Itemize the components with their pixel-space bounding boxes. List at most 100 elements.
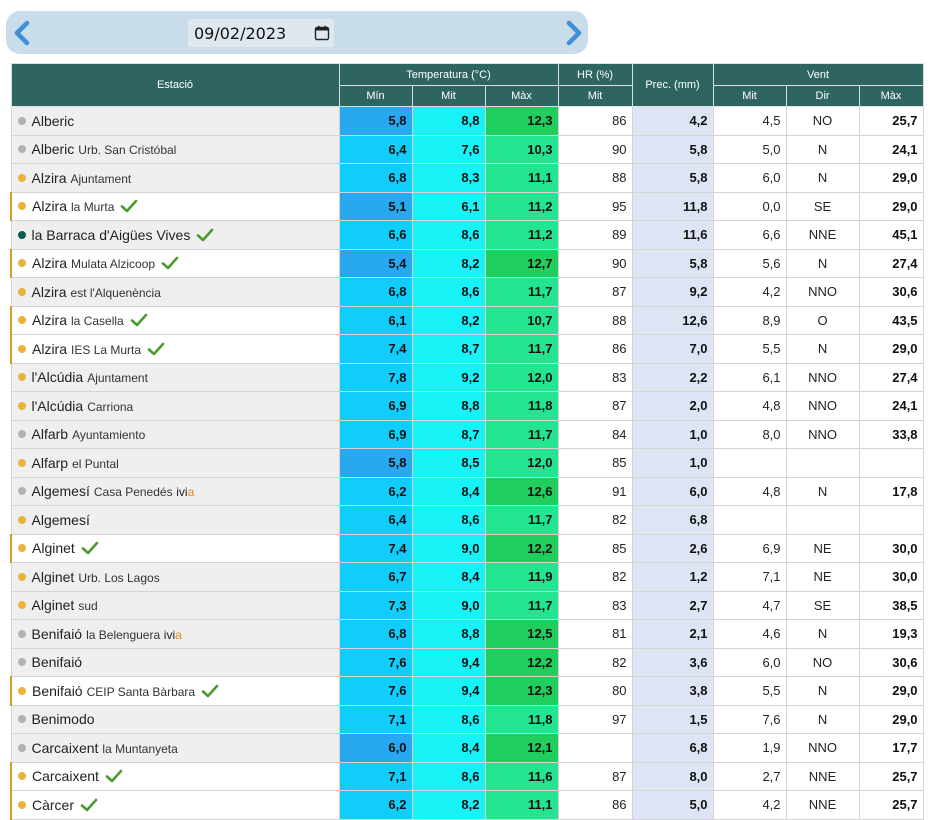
table-row[interactable]: Alberic 5,8 8,8 12,3 86 4,2 4,5 NO 25,7 bbox=[10, 106, 924, 136]
station-name[interactable]: Alzira bbox=[32, 340, 68, 357]
table-row[interactable]: Alginet Urb. Los Lagos 6,7 8,4 11,9 82 1,2 7,1 N… bbox=[10, 562, 924, 592]
table-row[interactable]: Alzira la Murta 5,1 6,1 11,2 95 11,8 0,0 SE 29,0 bbox=[10, 191, 924, 221]
station-name[interactable]: Carcaixent bbox=[32, 768, 99, 785]
table-row[interactable]: Alzira Ajuntament 6,8 8,3 11,1 88 5,8 6,0 N 29,0 bbox=[10, 163, 924, 193]
station-name[interactable]: Alginet bbox=[32, 540, 75, 557]
station-name[interactable]: Càrcer bbox=[32, 796, 75, 813]
station-name[interactable]: Carcaixent bbox=[31, 739, 99, 756]
station-name[interactable]: Alzira bbox=[31, 283, 67, 300]
station-cell[interactable]: Algemesí Casa Penedés ivia bbox=[10, 476, 340, 506]
col-header-temp-mit[interactable]: Mit bbox=[411, 85, 486, 107]
table-row[interactable]: Benifaió CEIP Santa Bàrbara 7,6 9,4 12,3 80 3,… bbox=[10, 676, 924, 706]
station-cell[interactable]: l'Alcúdia Ajuntament bbox=[10, 362, 340, 392]
table-row[interactable]: la Barraca d'Aigües Vives 6,6 8,6 11,2 89 11,… bbox=[10, 220, 924, 250]
date-input[interactable]: 09/02/2023 bbox=[188, 19, 334, 47]
table-row[interactable]: Carcaixent la Muntanyeta 6,0 8,4 12,1 6,8 1,9 N… bbox=[10, 733, 924, 763]
table-row[interactable]: Alfarp el Puntal 5,8 8,5 12,0 85 1,0 bbox=[10, 448, 924, 478]
station-name[interactable]: Alzira bbox=[32, 312, 68, 329]
table-row[interactable]: Benifaió la Belenguera ivia 6,8 8,8 12,5 81 2,… bbox=[10, 619, 924, 649]
station-cell[interactable]: Alginet Urb. Los Lagos bbox=[10, 562, 340, 592]
temp-max-cell: 11,8 bbox=[484, 391, 559, 421]
table-row[interactable]: l'Alcúdia Ajuntament 7,8 9,2 12,0 83 2,2 6,1 NNO… bbox=[10, 362, 924, 392]
station-cell[interactable]: Benifaió bbox=[10, 647, 340, 677]
station-cell[interactable]: Càrcer bbox=[10, 790, 340, 820]
table-row[interactable]: Algemesí 6,4 8,6 11,7 82 6,8 bbox=[10, 505, 924, 535]
table-row[interactable]: Alzira est l'Alquenència 6,8 8,6 11,7 87 9,2 4,… bbox=[10, 277, 924, 307]
table-row[interactable]: Alzira IES La Murta 7,4 8,7 11,7 86 7,0 5,5 N 29,… bbox=[10, 334, 924, 364]
col-header-station[interactable]: Estació bbox=[10, 63, 340, 107]
station-cell[interactable]: Benifaió la Belenguera ivia bbox=[10, 619, 340, 649]
station-name[interactable]: Alfarp bbox=[31, 454, 69, 471]
table-row[interactable]: Alginet sud 7,3 9,0 11,7 83 2,7 4,7 SE 38,5 bbox=[10, 590, 924, 620]
wind-max-cell: 24,1 bbox=[858, 134, 924, 164]
station-cell[interactable]: Alzira la Murta bbox=[10, 191, 340, 221]
table-row[interactable]: Algemesí Casa Penedés ivia 6,2 8,4 12,6 91 6,0… bbox=[10, 476, 924, 506]
table-row[interactable]: Alfarb Ayuntamiento 6,9 8,7 11,7 84 1,0 8,0 NNO 3… bbox=[10, 419, 924, 449]
station-name[interactable]: Alberic bbox=[31, 112, 75, 129]
col-group-hr: HR (%) bbox=[557, 63, 633, 86]
col-header-prec[interactable]: Prec. (mm) bbox=[631, 63, 714, 107]
table-row[interactable]: Benimodo 7,1 8,6 11,8 97 1,5 7,6 N 29,0 bbox=[10, 704, 924, 734]
station-name[interactable]: la Barraca d'Aigües Vives bbox=[31, 226, 191, 243]
station-name[interactable]: Alzira bbox=[32, 198, 68, 215]
station-name[interactable]: Alginet bbox=[31, 568, 75, 585]
col-header-vent-max[interactable]: Màx bbox=[858, 85, 924, 107]
station-name[interactable]: Benifaió bbox=[32, 682, 83, 699]
col-header-temp-min[interactable]: Mín bbox=[338, 85, 413, 107]
temp-mit-cell: 8,4 bbox=[411, 562, 486, 592]
table-row[interactable]: Càrcer 6,2 8,2 11,1 86 5,0 4,2 NNE 25,7 bbox=[10, 790, 924, 820]
col-header-vent-mit[interactable]: Mit bbox=[712, 85, 787, 107]
col-header-temp-max[interactable]: Màx bbox=[484, 85, 559, 107]
station-name[interactable]: Benimodo bbox=[31, 711, 95, 728]
col-header-vent-dir[interactable]: Dir bbox=[785, 85, 860, 107]
station-cell[interactable]: Alginet bbox=[10, 533, 340, 563]
chevron-right-icon[interactable] bbox=[560, 20, 586, 46]
table-row[interactable]: Alberic Urb. San Cristóbal 6,4 7,6 10,3 90 5,8… bbox=[10, 134, 924, 164]
table-row[interactable]: l'Alcúdia Carriona 6,9 8,8 11,8 87 2,0 4,8 NNO 24… bbox=[10, 391, 924, 421]
temp-max-cell: 11,1 bbox=[484, 790, 559, 820]
station-name[interactable]: Alfarb bbox=[31, 426, 69, 443]
table-row[interactable]: Alzira Mulata Alzicoop 5,4 8,2 12,7 90 5,8 5,6 N… bbox=[10, 248, 924, 278]
station-cell[interactable]: Alfarp el Puntal bbox=[10, 448, 340, 478]
station-cell[interactable]: Alfarb Ayuntamiento bbox=[10, 419, 340, 449]
temp-mit-cell: 9,4 bbox=[411, 676, 486, 706]
station-cell[interactable]: Carcaixent la Muntanyeta bbox=[10, 733, 340, 763]
table-row[interactable]: Benifaió 7,6 9,4 12,2 82 3,6 6,0 NO 30,6 bbox=[10, 647, 924, 677]
temp-max-cell: 12,3 bbox=[484, 676, 559, 706]
station-cell[interactable]: Benimodo bbox=[10, 704, 340, 734]
station-name[interactable]: Alginet bbox=[31, 597, 75, 614]
station-name[interactable]: Benifaió bbox=[31, 625, 83, 642]
station-cell[interactable]: Alzira Ajuntament bbox=[10, 163, 340, 193]
station-cell[interactable]: Alzira IES La Murta bbox=[10, 334, 340, 364]
table-row[interactable]: Alzira la Casella 6,1 8,2 10,7 88 12,6 8,9 O 43,5 bbox=[10, 305, 924, 335]
table-row[interactable]: Alginet 7,4 9,0 12,2 85 2,6 6,9 NE 30,0 bbox=[10, 533, 924, 563]
station-cell[interactable]: Carcaixent bbox=[10, 761, 340, 791]
station-cell[interactable]: Benifaió CEIP Santa Bàrbara bbox=[10, 676, 340, 706]
station-cell[interactable]: la Barraca d'Aigües Vives bbox=[10, 220, 340, 250]
station-cell[interactable]: Alberic Urb. San Cristóbal bbox=[10, 134, 340, 164]
wind-mit-cell: 4,2 bbox=[712, 277, 787, 307]
station-cell[interactable]: l'Alcúdia Carriona bbox=[10, 391, 340, 421]
station-cell[interactable]: Algemesí bbox=[10, 505, 340, 535]
station-name[interactable]: Alzira bbox=[31, 169, 67, 186]
station-cell[interactable]: Alzira Mulata Alzicoop bbox=[10, 248, 340, 278]
prec-cell: 3,6 bbox=[631, 647, 714, 677]
station-cell[interactable]: Alzira la Casella bbox=[10, 305, 340, 335]
station-cell[interactable]: Alginet sud bbox=[10, 590, 340, 620]
station-name[interactable]: Benifaió bbox=[31, 654, 83, 671]
station-name[interactable]: Algemesí bbox=[31, 511, 90, 528]
station-name[interactable]: l'Alcúdia bbox=[31, 369, 84, 386]
col-header-hr-mit[interactable]: Mit bbox=[557, 85, 633, 107]
station-name[interactable]: Alberic bbox=[31, 141, 75, 158]
station-cell[interactable]: Alberic bbox=[10, 106, 340, 136]
chevron-left-icon[interactable] bbox=[10, 20, 36, 46]
station-cell[interactable]: Alzira est l'Alquenència bbox=[10, 277, 340, 307]
temp-min-cell: 6,8 bbox=[338, 619, 413, 649]
wind-max-cell: 19,3 bbox=[858, 619, 924, 649]
calendar-icon[interactable] bbox=[314, 25, 330, 41]
station-name[interactable]: l'Alcúdia bbox=[31, 397, 84, 414]
table-row[interactable]: Carcaixent 7,1 8,6 11,6 87 8,0 2,7 NNE 25,7 bbox=[10, 761, 924, 791]
station-name[interactable]: Algemesí bbox=[31, 483, 90, 500]
station-name[interactable]: Alzira bbox=[32, 255, 68, 272]
wind-dir-cell: NNE bbox=[785, 790, 860, 820]
